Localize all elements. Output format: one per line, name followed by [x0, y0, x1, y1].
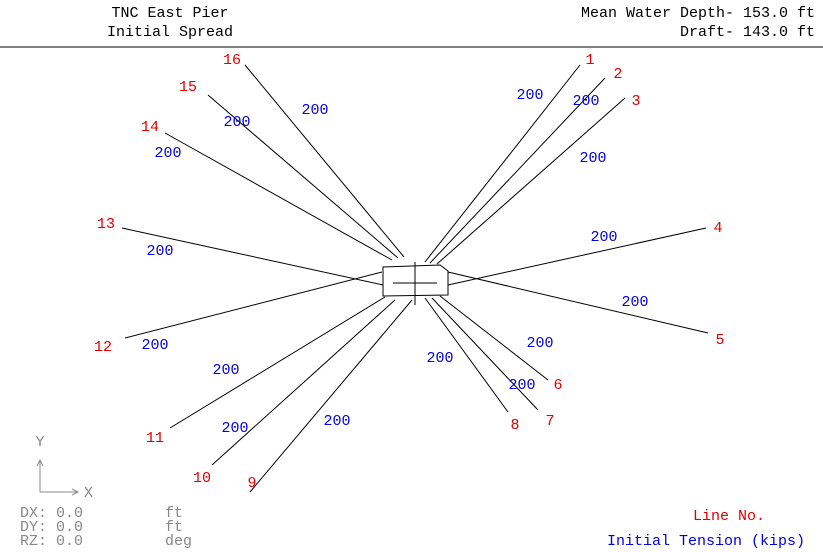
- mooring-line: [169, 296, 386, 429]
- offset-value: 0.0: [56, 505, 83, 522]
- mooring-line: [249, 299, 413, 493]
- y-arrowhead: [36, 458, 44, 467]
- mooring-line: [211, 299, 396, 466]
- line-tension: 200: [154, 145, 181, 162]
- offsets: DX: 0.0 ft DY: 0.0 ft RZ: 0.0 deg: [20, 505, 192, 550]
- line-tension: 200: [223, 114, 250, 131]
- line-tension: 200: [146, 243, 173, 260]
- line-tension: 200: [516, 87, 543, 104]
- line-tension: 200: [141, 337, 168, 354]
- line-tension: 200: [508, 377, 535, 394]
- line-number: 16: [223, 52, 241, 69]
- line-number: 13: [97, 216, 115, 233]
- line-number: 15: [179, 79, 197, 96]
- offset-name: RZ:: [20, 533, 47, 550]
- header-subtitle: Initial Spread: [107, 24, 233, 41]
- line-number: 10: [193, 470, 211, 487]
- x-arrowhead: [71, 488, 80, 496]
- line-tension: 200: [621, 294, 648, 311]
- offset-name: DX:: [20, 505, 47, 522]
- line-tension: 200: [579, 150, 606, 167]
- line-number: 6: [553, 377, 562, 394]
- mooring-line: [436, 97, 626, 265]
- header-title: TNC East Pier: [111, 5, 228, 22]
- mooring-line: [431, 297, 539, 411]
- offset-value: 0.0: [56, 533, 83, 550]
- line-number: 7: [545, 413, 554, 430]
- line-tension: 200: [572, 93, 599, 110]
- mooring-line: [424, 297, 509, 413]
- line-tension: 200: [301, 102, 328, 119]
- line-tension: 200: [590, 229, 617, 246]
- mooring-line: [244, 64, 405, 258]
- line-number: 9: [247, 475, 256, 492]
- line-number: 12: [94, 339, 112, 356]
- line-number: 14: [141, 119, 159, 136]
- mooring-line: [424, 64, 581, 263]
- offset-value: 0.0: [56, 519, 83, 536]
- x-axis-label: X: [84, 485, 93, 502]
- line-tension: 200: [426, 350, 453, 367]
- line-number: 11: [146, 430, 164, 447]
- offset-name: DY:: [20, 519, 47, 536]
- line-number: 5: [715, 332, 724, 349]
- mooring-line: [124, 271, 383, 339]
- y-axis-label: Y: [35, 434, 44, 451]
- line-number: 2: [613, 66, 622, 83]
- header-depth: Mean Water Depth- 153.0 ft: [581, 5, 815, 22]
- header-draft: Draft- 143.0 ft: [680, 24, 815, 41]
- mooring-line: [207, 94, 399, 259]
- line-number: 3: [631, 93, 640, 110]
- offset-unit: ft: [165, 519, 183, 536]
- line-tension: 200: [526, 335, 553, 352]
- line-number: 1: [585, 52, 594, 69]
- axis-icon: [36, 458, 80, 496]
- line-tension: 200: [221, 420, 248, 437]
- mooring-line: [429, 77, 606, 264]
- mooring-line: [439, 295, 549, 381]
- line-tension: 200: [323, 413, 350, 430]
- line-tension: 200: [212, 362, 239, 379]
- mooring-line: [447, 271, 709, 334]
- line-number: 8: [510, 417, 519, 434]
- legend-tension: Initial Tension (kips): [607, 533, 805, 550]
- offset-unit: deg: [165, 533, 192, 550]
- line-number: 4: [713, 220, 722, 237]
- mooring-lines: 1 200 2 200 3 200 4 200 5 200 6 200 7 200 8 200 9 200 10 20…: [94, 52, 725, 493]
- legend-line-no: Line No.: [693, 508, 765, 525]
- offset-unit: ft: [165, 505, 183, 522]
- mooring-line: [164, 132, 393, 261]
- mooring-line: [447, 227, 707, 286]
- mooring-line: [121, 227, 384, 286]
